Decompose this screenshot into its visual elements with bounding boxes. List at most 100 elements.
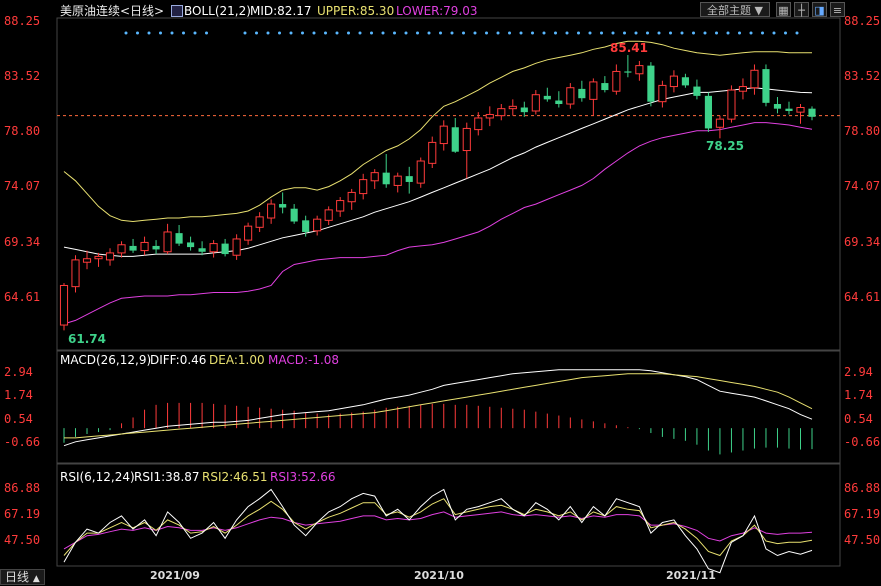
candle-body-down — [647, 65, 655, 102]
event-marker — [485, 31, 488, 35]
candle-body-up — [531, 94, 540, 112]
rsi-tick-right: 86.88 — [844, 481, 881, 495]
macd-tick-right: 2.94 — [844, 365, 873, 379]
event-marker — [266, 31, 270, 35]
rsi1-label: RSI1:38.87 — [134, 470, 200, 484]
low-price-label: 61.74 — [68, 332, 106, 346]
candle-body-down — [520, 107, 528, 113]
rsi-tick-left: 86.88 — [4, 481, 41, 495]
candle-body-up — [163, 231, 172, 253]
candle-body-down — [624, 71, 632, 73]
candle-body-down — [451, 127, 459, 152]
date-label: 2021/10 — [414, 569, 464, 582]
candle-body-up — [612, 70, 621, 92]
event-marker — [496, 31, 500, 35]
candle-body-up — [462, 127, 471, 152]
y-tick-left: 64.61 — [4, 290, 41, 304]
rsi-panel-frame — [56, 463, 841, 567]
date-label: 2021/11 — [666, 569, 716, 582]
macd-diff-line — [63, 369, 813, 447]
event-marker — [347, 31, 350, 35]
event-marker — [301, 31, 304, 35]
event-marker — [255, 31, 258, 35]
candle-body-up — [71, 259, 80, 288]
candle-body-down — [785, 108, 793, 111]
grid-icon[interactable]: ▦ — [776, 2, 791, 17]
period-label: 日线 — [5, 570, 30, 584]
candle-body-up — [738, 86, 748, 92]
macd-tick-left: 2.94 — [4, 365, 33, 379]
event-marker — [473, 31, 477, 35]
event-marker — [519, 31, 523, 35]
event-marker — [761, 31, 764, 35]
y-tick-left: 83.52 — [4, 69, 41, 83]
window-icon[interactable]: ◨ — [812, 2, 827, 17]
candle-body-up — [750, 69, 759, 89]
candle-body-down — [187, 242, 195, 248]
rsi2-label: RSI2:46.51 — [202, 470, 268, 484]
rsi2-line — [63, 498, 813, 557]
event-marker — [588, 31, 592, 35]
candle-body-up — [94, 255, 103, 260]
macd-label: MACD(26,12,9) — [60, 353, 152, 367]
candle-body-up — [313, 218, 322, 232]
event-marker — [427, 31, 431, 35]
period-selector[interactable]: 日线 ▲ — [0, 569, 45, 585]
event-marker — [669, 31, 672, 35]
macd-panel-frame — [56, 350, 841, 464]
candle-body-up — [59, 284, 69, 326]
candle-body-up — [474, 117, 483, 131]
candle-body-up — [105, 252, 115, 261]
rsi-label: RSI(6,12,24) — [60, 470, 135, 484]
candle-body-up — [635, 65, 644, 75]
candle-body-up — [416, 160, 425, 184]
event-marker — [324, 31, 327, 35]
theme-dropdown[interactable]: 全部主题 ▼ — [700, 2, 770, 17]
event-marker — [726, 31, 730, 35]
candle-body-up — [117, 244, 126, 254]
candle-body-down — [405, 176, 413, 182]
candle-body-up — [589, 81, 598, 100]
macd-dea-label: DEA:1.00 — [209, 353, 265, 367]
y-tick-right: 69.34 — [844, 235, 881, 249]
event-marker — [182, 31, 185, 35]
candle-body-up — [796, 107, 805, 113]
candle-body-up — [370, 172, 379, 182]
event-marker — [680, 31, 684, 35]
candle-body-up — [232, 238, 241, 256]
candle-body-down — [221, 243, 229, 255]
candle-body-down — [543, 95, 551, 100]
candle-body-up — [485, 113, 494, 119]
boll-label: BOLL(21,2) — [184, 4, 251, 18]
y-tick-right: 83.52 — [844, 69, 881, 83]
event-marker — [312, 31, 316, 35]
candle-body-down — [681, 77, 689, 86]
event-marker — [565, 31, 569, 35]
event-marker — [749, 31, 753, 35]
candle-body-up — [658, 84, 667, 103]
dropdown-icon: ▼ — [754, 4, 763, 17]
boll-upper-line — [63, 40, 812, 223]
crosshair-icon[interactable]: ┼ — [794, 2, 809, 17]
candle-body-up — [497, 108, 506, 117]
candle-body-up — [727, 89, 736, 120]
event-marker — [416, 31, 419, 35]
candle-body-up — [244, 225, 253, 241]
indicator-icon[interactable] — [171, 5, 183, 17]
candle-body-down — [693, 86, 701, 96]
candle-body-down — [382, 172, 390, 185]
event-marker — [404, 31, 408, 35]
rsi1-line — [63, 488, 813, 574]
menu-icon[interactable]: ≡ — [830, 2, 845, 17]
candle-body-up — [359, 179, 368, 195]
event-marker — [772, 31, 776, 35]
y-tick-left: 74.07 — [4, 179, 41, 193]
event-marker — [450, 31, 454, 35]
y-tick-right: 88.25 — [844, 14, 881, 28]
candle-body-up — [669, 75, 678, 88]
event-marker — [554, 31, 557, 35]
macd-tick-left: 1.74 — [4, 388, 33, 402]
boll-mid-label: MID:82.17 — [250, 4, 312, 18]
candle-body-up — [82, 258, 92, 263]
event-marker — [531, 31, 534, 35]
